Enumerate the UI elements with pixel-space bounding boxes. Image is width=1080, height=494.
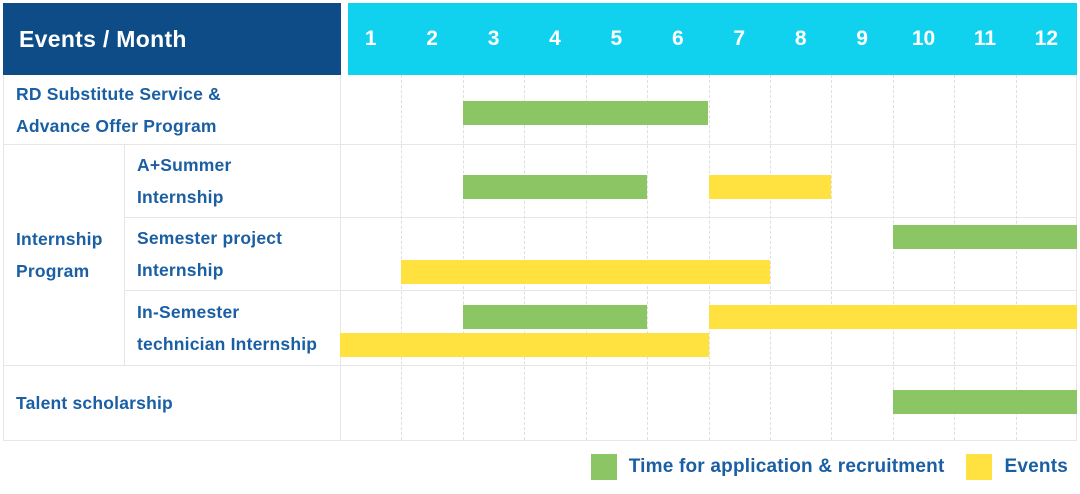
row-label-rd-substitute: RD Substitute Service & Advance Offer Pr…	[3, 75, 340, 144]
corner-header: Events / Month	[3, 3, 341, 75]
row-divider	[3, 144, 1077, 145]
month-gridline	[647, 75, 649, 440]
month-gridline	[1015, 75, 1017, 440]
row-label-a-summer-internship: A+Summer Internship	[124, 144, 340, 217]
gantt-bar-yellow	[340, 333, 709, 357]
month-label: 5	[610, 27, 623, 50]
month-label: 4	[549, 27, 561, 50]
month-gridline	[831, 75, 833, 440]
gantt-bar-green	[462, 175, 648, 199]
group-label-line: Program	[16, 260, 90, 281]
month-gridline	[892, 75, 894, 440]
yellow-swatch-icon	[966, 454, 993, 480]
month-label: 7	[733, 27, 746, 50]
row-label-line: A+Summer	[137, 154, 232, 175]
month-label: 6	[671, 27, 684, 50]
month-gridline	[954, 75, 956, 440]
month-label: 2	[426, 27, 438, 50]
row-label-line: RD Substitute Service &	[16, 83, 221, 104]
row-divider	[124, 290, 1077, 291]
table-right-border	[1076, 75, 1077, 440]
month-label: 10	[911, 27, 936, 50]
row-label-semester-project-internship: Semester project Internship	[124, 217, 340, 290]
row-divider	[124, 217, 1077, 218]
month-label: 9	[856, 27, 868, 50]
row-label-line: technician Internship	[137, 333, 318, 354]
month-gridline	[524, 75, 526, 440]
row-label-line: Internship	[137, 259, 224, 280]
month-header-cells: 1 2 3 4 5 6 7 8 9 10 11 12	[340, 3, 1077, 75]
month-label: 11	[973, 27, 997, 50]
gantt-bar-green	[892, 390, 1077, 414]
month-label: 3	[487, 27, 500, 50]
row-label-talent-scholarship: Talent scholarship	[3, 365, 340, 440]
row-label-line: Advance Offer Program	[16, 115, 217, 136]
month-label: 1	[364, 27, 377, 50]
row-label-line: Semester project	[137, 227, 283, 248]
gantt-bar-green	[462, 305, 648, 329]
month-gridline	[585, 75, 587, 440]
month-gridline	[708, 75, 710, 440]
month-label: 8	[794, 27, 807, 50]
legend-item-application: Time for application & recruitment	[590, 454, 945, 480]
gantt-bar-yellow	[708, 305, 1077, 329]
row-divider	[3, 365, 1077, 366]
label-column-divider	[124, 144, 125, 365]
month-header: 1 2 3 4 5 6 7 8 9 10 11 12	[348, 3, 1077, 75]
month-gridline	[462, 75, 464, 440]
row-label-line: Talent scholarship	[16, 392, 173, 413]
table-left-border	[3, 75, 4, 440]
corner-header-label: Events / Month	[19, 25, 187, 52]
row-label-in-semester-technician-internship: In-Semester technician Internship	[124, 290, 340, 365]
gantt-bar-green	[462, 101, 709, 125]
gantt-bar-yellow	[708, 175, 832, 199]
legend-label: Events	[1004, 456, 1068, 477]
month-gridline	[401, 75, 403, 440]
group-label-internship-program: Internship Program	[3, 144, 124, 365]
month-gridline	[769, 75, 771, 440]
green-swatch-icon	[590, 454, 617, 480]
legend-item-events: Events	[966, 454, 1068, 480]
month-label: 12	[1034, 27, 1059, 50]
gantt-bar-yellow	[401, 260, 770, 284]
chart-left-border	[340, 75, 341, 440]
table-bottom-border	[3, 440, 1077, 441]
legend-label: Time for application & recruitment	[628, 456, 945, 477]
group-label-line: Internship	[16, 228, 103, 249]
gantt-bar-green	[892, 225, 1077, 249]
row-label-line: In-Semester	[137, 301, 240, 322]
legend: Time for application & recruitment Event…	[590, 452, 1068, 482]
row-label-line: Internship	[137, 186, 224, 207]
